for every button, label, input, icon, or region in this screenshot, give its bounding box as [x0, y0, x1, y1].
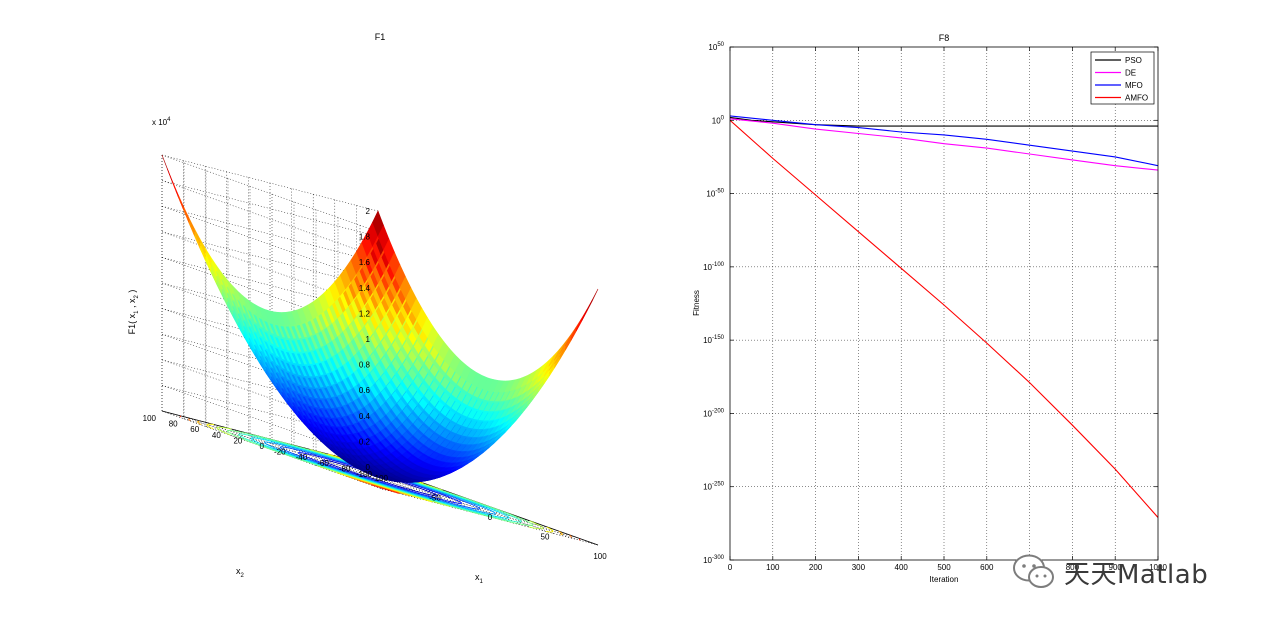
z-tick-label: 1.2: [359, 309, 371, 318]
watermark-text: 天天Matlab: [1064, 559, 1209, 590]
line-x-tick-label: 0: [728, 563, 733, 572]
line-x-tick-label: 200: [809, 563, 823, 572]
z-tick-label: 0.2: [359, 437, 371, 446]
line-x-tick-label: 900: [1109, 563, 1123, 572]
y-tick-label: 60: [190, 425, 199, 434]
y-tick-label: 40: [212, 431, 221, 440]
z-axis-label: F1( x1 , x2 ): [127, 290, 140, 335]
line-x-tick-label: 800: [1066, 563, 1080, 572]
y-tick-label: -100: [356, 470, 373, 479]
line-x-tick-label: 500: [937, 563, 951, 572]
legend-label: MFO: [1125, 81, 1143, 90]
x-tick-label: 50: [541, 533, 550, 542]
x-axis-label: x1: [475, 572, 484, 585]
line-grid: [730, 47, 1158, 560]
z-tick-label: 1: [366, 335, 371, 344]
y-tick-label: -40: [296, 453, 308, 462]
z-tick-label: 1.8: [359, 233, 371, 242]
surface-plot: F1 0 0.2 0.4 0.6 0.8 1 1.2 1.4 1.6 1.8 2 -100 -50 0 50…: [127, 32, 607, 585]
z-tick-label: 1.4: [359, 284, 371, 293]
z-tick-label: 1.6: [359, 258, 371, 267]
x-tick-label: -50: [429, 494, 441, 503]
line-series: [730, 115, 1158, 518]
series-line-amfo: [730, 119, 1158, 518]
line-y-tick-label: 1050: [708, 42, 724, 52]
line-ticks: 0100200300400500600700800900100010501001…: [703, 42, 1167, 572]
x-tick-label: 100: [593, 552, 607, 561]
line-x-tick-label: 600: [980, 563, 994, 572]
legend-label: DE: [1125, 69, 1136, 78]
surface-mesh: [161, 154, 599, 483]
x-tick-label: -100: [372, 474, 389, 483]
surface-ticks: 0 0.2 0.4 0.6 0.8 1 1.2 1.4 1.6 1.8 2 -100 -50 0 50 100…: [143, 207, 608, 561]
y-tick-label: 0: [260, 442, 265, 451]
series-line-de: [730, 118, 1158, 171]
y-tick-label: 80: [169, 420, 178, 429]
line-y-tick-label: 10-250: [703, 482, 725, 492]
line-x-tick-label: 300: [852, 563, 866, 572]
z-tick-label: 0: [366, 463, 371, 472]
line-y-tick-label: 10-50: [706, 189, 724, 199]
line-y-tick-label: 100: [712, 115, 725, 125]
z-tick-label: 2: [366, 207, 371, 216]
line-y-tick-label: 10-100: [703, 262, 725, 272]
y-tick-label: 20: [233, 436, 242, 445]
y-tick-label: -80: [339, 464, 351, 473]
y-tick-label: 100: [143, 414, 157, 423]
line-x-tick-label: 1000: [1149, 563, 1167, 572]
legend: PSO DE MFO AMFO: [1090, 51, 1155, 105]
convergence-plot: F8 0100200300400500600700800900100010501…: [692, 33, 1167, 584]
plot-area: [730, 47, 1158, 560]
series-line-mfo: [730, 115, 1158, 167]
legend-label: PSO: [1125, 56, 1142, 65]
line-y-label: Fitness: [692, 290, 701, 316]
line-y-tick-label: 10-300: [703, 555, 725, 565]
line-title: F8: [939, 33, 950, 43]
legend-label: AMFO: [1125, 94, 1148, 103]
x-tick-label: 0: [488, 513, 493, 522]
line-x-tick-label: 400: [895, 563, 909, 572]
z-tick-label: 0.4: [359, 412, 371, 421]
legend-box: [1090, 51, 1155, 105]
line-x-tick-label: 100: [766, 563, 780, 572]
y-tick-label: -20: [274, 448, 286, 457]
z-exponent-label: x 104: [152, 117, 171, 127]
wechat-icon: [1013, 554, 1054, 588]
surface-title: F1: [375, 32, 386, 42]
y-tick-label: -60: [317, 459, 329, 468]
watermark: 天天Matlab: [1012, 552, 1208, 592]
line-y-tick-label: 10-150: [703, 335, 725, 345]
z-tick-label: 0.6: [359, 386, 371, 395]
surface-contours: [179, 415, 581, 541]
line-x-label: Iteration: [930, 575, 959, 584]
z-tick-label: 0.8: [359, 361, 371, 370]
y-axis-label: x2: [236, 566, 245, 579]
line-y-tick-label: 10-200: [703, 408, 725, 418]
